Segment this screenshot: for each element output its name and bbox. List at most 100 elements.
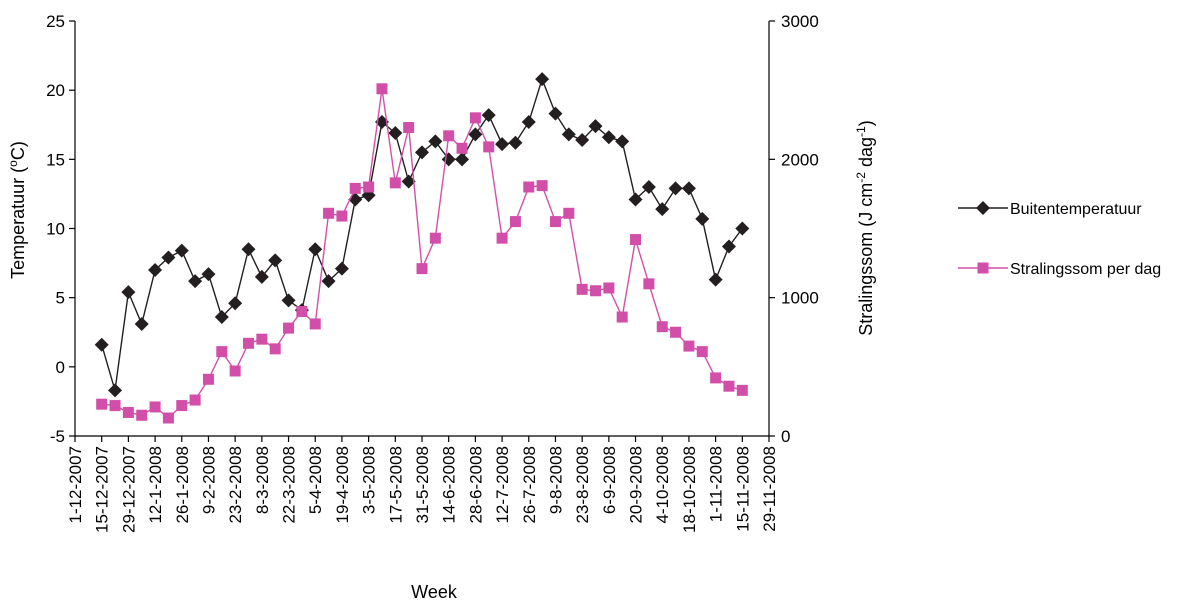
x-tick-label: 29-12-2007 bbox=[119, 446, 138, 533]
legend-entry: Buitentemperatuur bbox=[958, 201, 1142, 218]
x-tick-label: 15-11-2008 bbox=[733, 446, 752, 532]
temperature-point bbox=[428, 134, 443, 149]
y-right-tick-label: 3000 bbox=[781, 12, 819, 31]
x-tick-label: 12-7-2008 bbox=[493, 446, 512, 524]
radiation-point bbox=[256, 333, 268, 345]
temperature-point bbox=[268, 253, 283, 268]
y-left-tick-label: -5 bbox=[50, 427, 65, 446]
temperature-point bbox=[481, 108, 496, 123]
radiation-point bbox=[363, 181, 375, 193]
x-tick-label: 1-12-2007 bbox=[66, 446, 85, 524]
series-line bbox=[101, 88, 743, 419]
radiation-point bbox=[670, 326, 682, 338]
radiation-point bbox=[630, 234, 642, 246]
radiation-point bbox=[162, 412, 174, 424]
temperature-point bbox=[214, 310, 229, 325]
radiation-point bbox=[590, 285, 601, 297]
temperature-point bbox=[588, 119, 603, 134]
temperature-point bbox=[388, 126, 403, 141]
y-axis-left-title: Temperatuur (oC) bbox=[6, 141, 28, 279]
x-tick-label: 29-11-2008 bbox=[760, 446, 779, 532]
temperature-point bbox=[735, 221, 750, 236]
x-tick-label: 3-5-2008 bbox=[360, 446, 379, 514]
temperature-point bbox=[655, 202, 670, 217]
radiation-point bbox=[216, 346, 228, 358]
radiation-point bbox=[296, 306, 308, 317]
x-tick-label: 28-6-2008 bbox=[466, 446, 485, 524]
radiation-point bbox=[403, 122, 415, 134]
temperature-point bbox=[641, 180, 656, 194]
y-left-tick-label: 25 bbox=[46, 12, 65, 31]
temperature-point bbox=[308, 242, 323, 257]
legend: Buitentemperatuur Stralingssom per dag bbox=[958, 201, 1161, 278]
x-tick-label: 19-4-2008 bbox=[333, 446, 352, 524]
radiation-point bbox=[563, 207, 575, 219]
y-axis-right-title: Stralingssom (J cm-2 dag-1) bbox=[854, 120, 876, 335]
radiation-point bbox=[109, 400, 121, 412]
radiation-point bbox=[456, 142, 468, 154]
legend-square-marker bbox=[977, 262, 989, 274]
temperature-point bbox=[455, 152, 470, 167]
x-tick-label: 9-8-2008 bbox=[546, 446, 565, 514]
radiation-point bbox=[229, 365, 241, 377]
radiation-point bbox=[616, 311, 628, 323]
temperature-point bbox=[121, 285, 136, 300]
x-tick-label: 20-9-2008 bbox=[627, 446, 646, 524]
radiation-point bbox=[603, 282, 615, 294]
x-tick-label: 8-3-2008 bbox=[253, 446, 272, 514]
legend-diamond-marker bbox=[976, 201, 990, 215]
y-right-tick-label: 2000 bbox=[781, 150, 819, 169]
x-tick-label: 23-2-2008 bbox=[226, 446, 245, 524]
temperature-point bbox=[321, 274, 336, 289]
legend-label: Buitentemperatuur bbox=[1010, 201, 1142, 218]
radiation-point bbox=[336, 210, 348, 222]
temperature-point bbox=[281, 293, 296, 308]
x-tick-label: 22-3-2008 bbox=[280, 446, 299, 524]
y-left-tick-label: 20 bbox=[46, 81, 65, 100]
x-tick-label: 17-5-2008 bbox=[386, 446, 405, 524]
temperature-point bbox=[681, 181, 696, 196]
temperature-point bbox=[228, 296, 243, 311]
x-tick-label: 4-10-2008 bbox=[653, 446, 672, 524]
x-tick-label: 31-5-2008 bbox=[413, 446, 432, 524]
radiation-point bbox=[723, 380, 735, 392]
temperature-point bbox=[708, 272, 723, 287]
legend-label: Stralingssom per dag bbox=[1010, 261, 1161, 278]
radiation-point bbox=[376, 83, 388, 95]
series-radiation bbox=[96, 83, 748, 424]
radiation-point bbox=[96, 398, 108, 410]
radiation-point bbox=[323, 207, 335, 219]
radiation-point bbox=[509, 216, 521, 228]
temperature-point bbox=[535, 72, 550, 87]
temperature-point bbox=[628, 192, 643, 207]
radiation-point bbox=[710, 372, 722, 384]
radiation-point bbox=[269, 343, 281, 355]
temperature-point bbox=[441, 152, 456, 167]
y-left-tick-label: 15 bbox=[46, 150, 65, 169]
radiation-point bbox=[189, 394, 201, 406]
y-right-tick-label: 0 bbox=[781, 427, 790, 446]
temperature-point bbox=[575, 132, 590, 147]
radiation-point bbox=[736, 384, 748, 396]
temperature-point bbox=[521, 114, 536, 129]
radiation-point bbox=[309, 318, 321, 330]
y-left-tick-label: 0 bbox=[56, 358, 65, 377]
series-layer bbox=[94, 72, 750, 424]
x-tick-label: 9-2-2008 bbox=[199, 446, 218, 514]
radiation-point bbox=[483, 141, 495, 153]
temperature-point bbox=[148, 263, 163, 277]
temperature-point bbox=[695, 211, 710, 226]
radiation-point bbox=[683, 340, 695, 352]
temperature-point bbox=[615, 134, 630, 149]
radiation-point bbox=[243, 337, 254, 349]
y-left-tick-label: 10 bbox=[46, 220, 65, 239]
radiation-point bbox=[536, 180, 548, 192]
temperature-point bbox=[188, 274, 203, 289]
temperature-point bbox=[495, 137, 510, 152]
radiation-point bbox=[122, 406, 134, 418]
radiation-point bbox=[656, 321, 668, 333]
temperature-point bbox=[508, 135, 523, 150]
x-tick-label: 6-9-2008 bbox=[600, 446, 619, 514]
series-line bbox=[101, 76, 743, 391]
